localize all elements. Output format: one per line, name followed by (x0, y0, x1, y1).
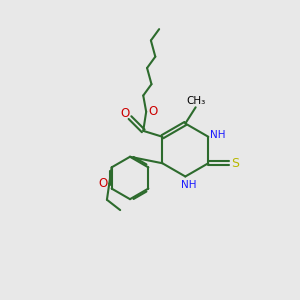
Text: O: O (120, 107, 129, 120)
Text: O: O (148, 105, 157, 118)
Text: S: S (231, 157, 239, 170)
Text: NH: NH (210, 130, 226, 140)
Text: CH₃: CH₃ (186, 96, 205, 106)
Text: O: O (98, 177, 107, 190)
Text: NH: NH (181, 180, 196, 190)
